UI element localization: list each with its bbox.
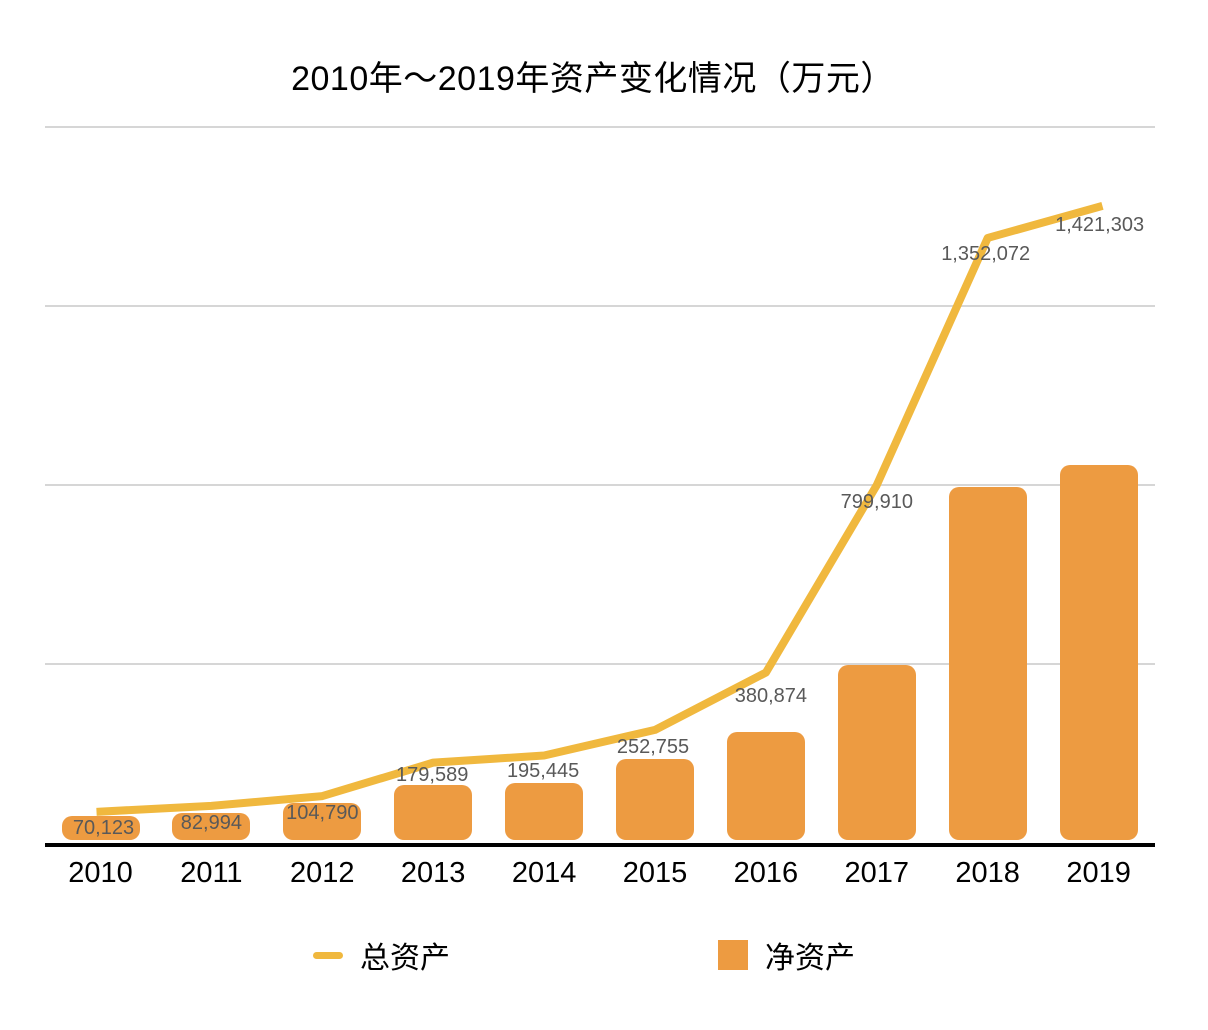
x-tick-2014: 2014 [511,857,577,889]
bar-net-assets-2010 [61,816,140,841]
bar-net-assets-2016 [726,731,805,841]
x-axis-line [45,842,1155,847]
data-label-2014: 195,445 [506,759,580,782]
legend-item-total-assets: 总资产 [313,938,450,975]
legend-label-net-assets: 净资产 [765,942,855,975]
x-tick-2017: 2017 [844,857,910,889]
legend-label-total-assets: 总资产 [360,942,450,975]
x-tick-2016: 2016 [733,857,799,889]
bar-net-assets-2015 [616,759,694,841]
bar-net-assets-2019 [1059,464,1138,841]
bar-swatch-icon [718,940,748,970]
data-label-2010: 70,123 [72,816,135,839]
x-tick-2011: 2011 [180,857,243,889]
data-label-2011: 82,994 [180,811,242,834]
bar-net-assets-2014 [505,782,584,841]
gridline-800000 [45,484,1155,486]
data-label-2013: 179,589 [396,763,469,786]
x-tick-2012: 2012 [290,857,355,889]
data-label-2012: 104,790 [286,802,359,825]
data-label-2017: 799,910 [840,491,913,514]
bar-net-assets-2018 [948,487,1027,841]
data-label-2016: 380,874 [734,684,808,707]
legend-item-net-assets: 净资产 [718,938,855,975]
x-tick-2013: 2013 [400,857,466,889]
line-swatch-icon [313,951,343,959]
data-label-2018: 1,352,072 [941,242,1031,265]
data-label-2015: 252,755 [616,735,690,758]
x-tick-2015: 2015 [622,857,688,889]
x-tick-2010: 2010 [68,857,133,889]
x-tick-2019: 2019 [1066,857,1131,889]
chart-title: 2010年～2019年资产变化情况（万元） [291,60,895,98]
bar-net-assets-2011 [172,813,251,841]
x-tick-2018: 2018 [955,857,1020,889]
data-label-2019: 1,421,303 [1055,213,1145,236]
bar-net-assets-2013 [394,784,473,841]
gridline-1200000 [45,305,1155,307]
gridline-1600000 [45,126,1155,128]
